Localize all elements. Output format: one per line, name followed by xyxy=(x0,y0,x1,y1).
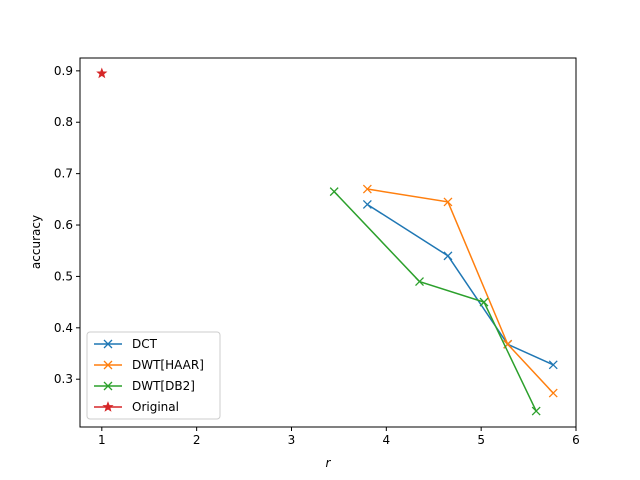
x-axis: 1 2 3 4 5 6 xyxy=(98,427,580,447)
legend: DCT DWT[HAAR] DWT[DB2] Original xyxy=(86,331,221,420)
data-point-dwt-haar xyxy=(443,197,453,207)
x-tick-label: 1 xyxy=(98,433,106,447)
legend-item-dwt-db2: DWT[DB2] xyxy=(94,379,195,393)
y-axis: 0.3 0.4 0.5 0.6 0.7 0.8 0.9 xyxy=(54,64,80,386)
x-tick-label: 2 xyxy=(193,433,201,447)
y-tick-label: 0.7 xyxy=(54,167,73,181)
data-point-dct xyxy=(548,360,558,370)
legend-marker xyxy=(103,339,113,349)
data-point-dwt-db2 xyxy=(531,406,541,416)
data-point-original xyxy=(96,67,108,79)
series-original xyxy=(96,67,108,79)
y-axis-label: accuracy xyxy=(29,215,43,269)
data-point-dct xyxy=(362,200,372,209)
data-point-dwt-db2 xyxy=(479,297,489,307)
legend-marker xyxy=(103,360,113,370)
x-tick-label: 6 xyxy=(572,433,580,447)
legend-box xyxy=(86,331,221,420)
data-point-dwt-haar xyxy=(548,388,558,398)
x-tick-label: 4 xyxy=(383,433,391,447)
series-line-dwt-db2 xyxy=(333,191,537,412)
series-dwt-db2 xyxy=(329,187,541,416)
y-tick-label: 0.6 xyxy=(54,218,73,232)
y-tick-label: 0.3 xyxy=(54,372,73,386)
x-tick-label: 3 xyxy=(288,433,296,447)
x-axis-label: r xyxy=(326,456,332,470)
legend-label: DWT[DB2] xyxy=(132,379,195,393)
legend-marker xyxy=(102,401,114,412)
series-layer xyxy=(96,67,558,416)
series-line-dwt-haar xyxy=(367,188,554,394)
legend-label: DCT xyxy=(132,337,158,351)
legend-item-dwt-haar: DWT[HAAR] xyxy=(94,358,204,372)
legend-marker xyxy=(103,381,113,391)
legend-label: Original xyxy=(132,400,179,414)
data-point-dwt-haar xyxy=(362,184,372,194)
legend-label: DWT[HAAR] xyxy=(132,358,204,372)
y-tick-label: 0.9 xyxy=(54,64,73,78)
x-tick-label: 5 xyxy=(477,433,485,447)
data-point-dwt-db2 xyxy=(329,187,339,197)
legend-item-dct: DCT xyxy=(94,337,158,351)
y-tick-label: 0.4 xyxy=(54,321,73,335)
y-tick-label: 0.8 xyxy=(54,115,73,129)
plot-frame xyxy=(79,57,577,428)
data-point-dct xyxy=(443,251,453,261)
data-point-dwt-db2 xyxy=(415,277,424,287)
y-tick-label: 0.5 xyxy=(54,269,73,283)
legend-item-original: Original xyxy=(94,400,179,414)
